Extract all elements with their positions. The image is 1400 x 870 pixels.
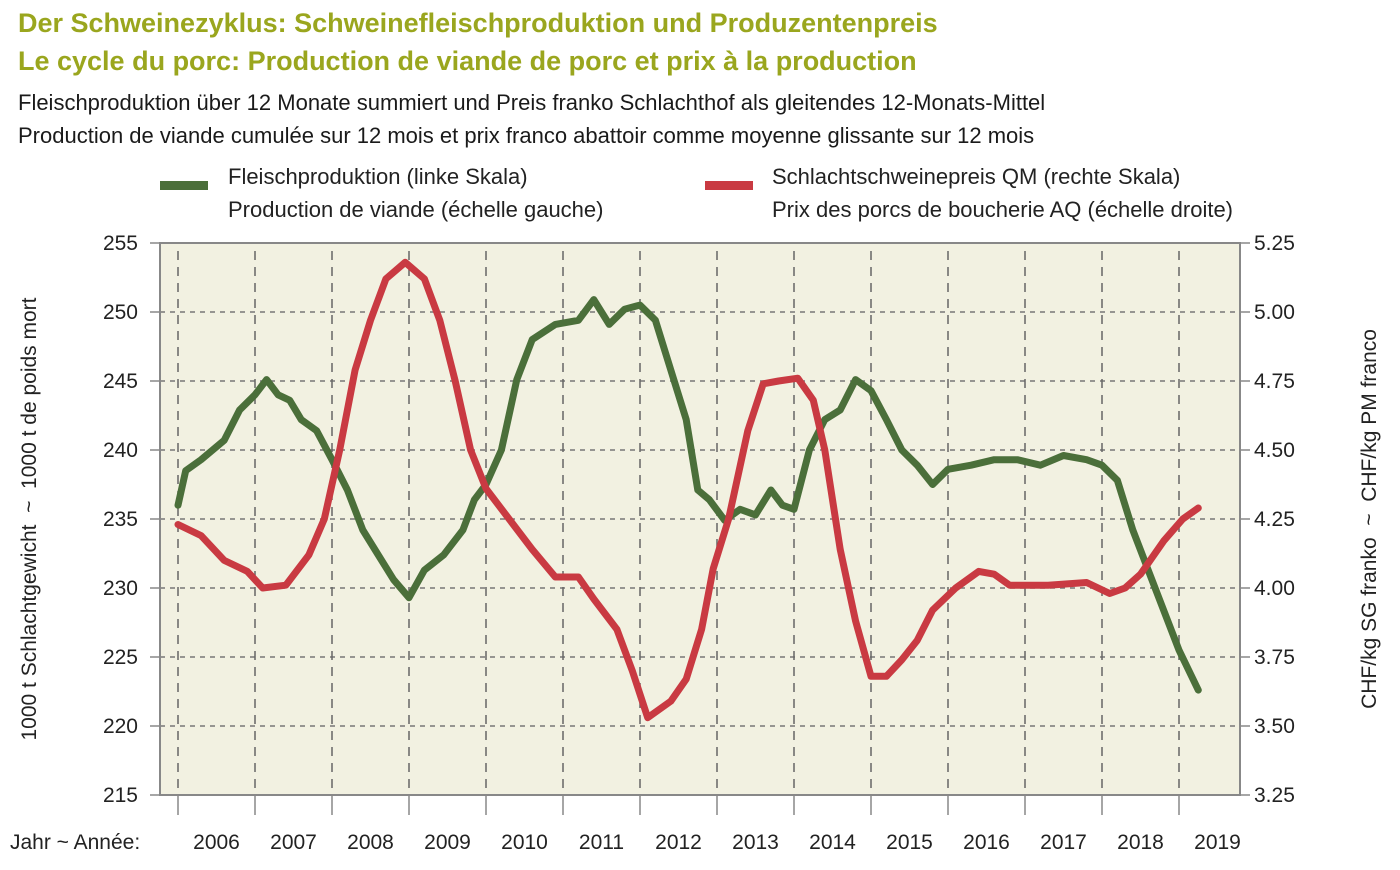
y-left-tick-label: 235 xyxy=(103,508,138,531)
x-tick-label: 2019 xyxy=(1194,831,1241,854)
y-left-tick-label: 220 xyxy=(103,715,138,738)
legend-price-fr: Prix des porcs de boucherie AQ (échelle … xyxy=(772,197,1234,222)
x-tick-label: 2015 xyxy=(886,831,933,854)
y-left-tick-label: 230 xyxy=(103,577,138,600)
chart-title-fr: Le cycle du porc: Production de viande d… xyxy=(18,46,917,76)
x-tick-label: 2011 xyxy=(579,831,624,854)
y-left-tick-label: 225 xyxy=(103,646,138,669)
production-line xyxy=(174,296,1202,694)
grid xyxy=(160,251,1240,795)
x-tick-label: 2007 xyxy=(270,831,317,854)
y-right-tick-label: 4.75 xyxy=(1254,370,1295,393)
y-axis-right-label: CHF/kg SG franko ~ CHF/kg PM franco xyxy=(1358,329,1381,709)
plot-border xyxy=(159,242,1241,796)
chart-subtitle-de: Fleischproduktion über 12 Monate summier… xyxy=(18,90,1046,115)
y-left-tick-label: 240 xyxy=(103,439,138,462)
axes: 215 220 225 230 235 240 245 250 255 3.25 3.50 3.75 4… xyxy=(103,232,1295,854)
x-tick-label: 2006 xyxy=(193,831,240,854)
legend-price-de: Schlachtschweinepreis QM (rechte Skala) xyxy=(772,164,1181,189)
price-line xyxy=(174,258,1202,722)
y-left-tick-label: 245 xyxy=(103,370,138,393)
x-tick-label: 2010 xyxy=(501,831,548,854)
y-right-tick-label: 5.25 xyxy=(1254,232,1295,255)
x-tick-label: 2009 xyxy=(424,831,471,854)
y-right-tick-label: 4.00 xyxy=(1254,577,1295,600)
y-axis-left-label: 1000 t Schlachtgewicht ~ 1000 t de poids… xyxy=(18,297,41,740)
chart-title-de: Der Schweinezyklus: Schweinefleischprodu… xyxy=(18,8,938,38)
x-tick-label: 2013 xyxy=(732,831,779,854)
legend-price: Schlachtschweinepreis QM (rechte Skala) … xyxy=(772,160,1233,226)
series-lines xyxy=(174,258,1202,722)
x-tick-label: 2012 xyxy=(655,831,702,854)
y-right-tick-label: 5.00 xyxy=(1254,301,1295,324)
x-tick-label: 2014 xyxy=(809,831,856,854)
y-right-tick-label: 3.25 xyxy=(1254,784,1295,807)
legend-swatch-price xyxy=(705,181,753,190)
y-right-tick-label: 3.75 xyxy=(1254,646,1295,669)
x-tick-label: 2018 xyxy=(1117,831,1164,854)
legend-production-de: Fleischproduktion (linke Skala) xyxy=(228,164,528,189)
y-right-tick-label: 4.50 xyxy=(1254,439,1295,462)
y-right-tick-label: 3.50 xyxy=(1254,715,1295,738)
x-tick-label: 2016 xyxy=(963,831,1010,854)
x-tick-label: 2017 xyxy=(1040,831,1087,854)
y-left-tick-label: 250 xyxy=(103,301,138,324)
x-axis-label: Jahr ~ Année: xyxy=(10,831,140,854)
chart-subtitle-fr: Production de viande cumulée sur 12 mois… xyxy=(18,123,1035,148)
y-left-tick-label: 215 xyxy=(103,784,138,807)
y-right-tick-label: 4.25 xyxy=(1254,508,1295,531)
legend-swatch-production xyxy=(160,181,208,190)
x-tick-label: 2008 xyxy=(347,831,394,854)
legend-production-fr: Production de viande (échelle gauche) xyxy=(228,197,604,222)
legend-production: Fleischproduktion (linke Skala) Producti… xyxy=(228,160,603,226)
y-left-tick-label: 255 xyxy=(103,232,138,255)
